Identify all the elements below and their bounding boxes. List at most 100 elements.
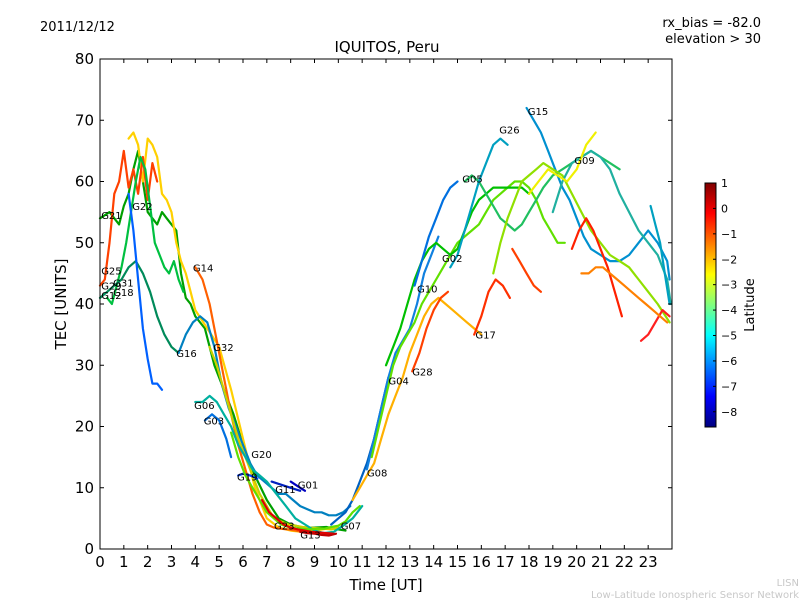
y-tick-label: 30	[75, 356, 94, 374]
series-line-g17	[473, 278, 511, 336]
colorbar-label: Latitude	[743, 278, 758, 332]
date-label: 2011/12/12	[40, 20, 115, 35]
satellite-label-g04: G04	[388, 377, 408, 388]
series-line-g11	[270, 480, 302, 492]
satellite-label-g25: G25	[101, 266, 121, 277]
x-tick-label: 18	[519, 553, 538, 571]
x-tick-label: 19	[543, 553, 562, 571]
colorbar	[704, 182, 717, 428]
series-line-g01	[289, 480, 307, 492]
x-tick-label: 1	[119, 553, 129, 571]
x-tick-label: 23	[639, 553, 658, 571]
x-tick-label: 14	[424, 553, 443, 571]
x-tick-label: 12	[376, 553, 395, 571]
satellite-label-g26: G26	[499, 125, 519, 136]
y-tick-label: 60	[75, 173, 94, 191]
satellite-label-g14: G14	[193, 263, 213, 274]
satellite-label-g18: G18	[113, 288, 133, 299]
x-tick-label: 3	[167, 553, 177, 571]
series-line-g24	[649, 204, 671, 306]
x-tick-label: 22	[615, 553, 634, 571]
series-line-g26	[449, 137, 509, 269]
series-line-g17b	[527, 131, 597, 195]
x-tick-label: 20	[567, 553, 586, 571]
x-tick-label: 10	[329, 553, 348, 571]
x-axis-label: Time [UT]	[348, 576, 422, 594]
series-line-g06	[194, 394, 364, 535]
y-axis-label: TEC [UNITS]	[52, 259, 70, 351]
footer-lisn: LISN	[777, 578, 799, 589]
x-tick-label: 16	[472, 553, 491, 571]
series-line-g18	[511, 247, 543, 293]
series-line-g13	[299, 530, 338, 537]
x-tick-label: 0	[95, 553, 105, 571]
series-line-g08	[351, 296, 483, 502]
x-tick-label: 21	[591, 553, 610, 571]
satellite-label-g09: G09	[574, 156, 594, 167]
series-line-g12b	[580, 266, 669, 324]
series-line-g25	[98, 149, 159, 287]
y-axis-ticks: 0 10 20 30 40 50 60 70 80	[75, 50, 672, 558]
series-line-g22	[127, 131, 335, 534]
series-line-g12	[98, 260, 180, 355]
satellite-label-g11: G11	[275, 485, 295, 496]
series-line-g09	[551, 149, 672, 306]
satellite-label-g07: G07	[341, 522, 361, 533]
series-line-g07	[330, 376, 390, 526]
x-tick-label: 4	[191, 553, 201, 571]
x-axis-ticks: 0 1 2 3 4 5 6 7 8 9 10 11 12 13 14 15 16 17 18 19 20 21 22 23	[95, 59, 658, 571]
series-line-g26b	[492, 162, 671, 324]
satellite-label-g08: G08	[367, 468, 387, 479]
x-tick-label: 13	[400, 553, 419, 571]
series-line-g16	[177, 315, 352, 517]
x-tick-label: 8	[286, 553, 296, 571]
elevation-label: elevation > 30	[665, 32, 761, 47]
series-line-g27	[570, 217, 624, 318]
colorbar-tick-label: −6	[721, 355, 737, 368]
footer-network: Low-Latitude Ionospheric Sensor Network	[591, 590, 799, 600]
series-line-g10	[370, 180, 566, 459]
chart-title: IQUITOS, Peru	[334, 38, 439, 56]
colorbar-tick-label: −7	[721, 380, 737, 393]
series-line-g15	[525, 106, 671, 281]
series-line-g05	[413, 180, 459, 287]
series-lines	[98, 106, 672, 537]
satellite-label-g31: G31	[113, 279, 133, 290]
series-line-g02	[384, 186, 531, 367]
satellite-label-g05: G05	[462, 174, 482, 185]
colorbar-tick-label: −2	[721, 253, 737, 266]
y-tick-label: 80	[75, 50, 94, 68]
x-tick-label: 9	[310, 553, 320, 571]
series-line-g03	[203, 413, 233, 459]
satellite-label-g02: G02	[442, 254, 462, 265]
x-tick-label: 17	[496, 553, 515, 571]
x-tick-label: 7	[262, 553, 272, 571]
series-line-g19	[237, 472, 259, 480]
satellite-label-g16: G16	[176, 349, 196, 360]
colorbar-ticks: 1 0 −1 −2 −3 −4 −5 −6 −7 −8	[713, 177, 737, 419]
series-line-g23b	[639, 309, 671, 342]
x-tick-label: 2	[143, 553, 153, 571]
series-line-g02l	[127, 192, 164, 391]
satellite-label-g15: G15	[528, 107, 548, 118]
series-line-g28	[411, 290, 450, 373]
series-line-g21	[98, 149, 347, 532]
x-tick-label: 5	[214, 553, 224, 571]
series-line-g23	[261, 498, 335, 535]
x-tick-label: 15	[448, 553, 467, 571]
satellite-label-g23: G23	[274, 522, 294, 533]
rx-bias-label: rx_bias = -82.0	[662, 16, 761, 31]
satellite-label-g03: G03	[204, 416, 224, 427]
colorbar-tick-label: −4	[721, 304, 737, 317]
y-tick-label: 10	[75, 479, 94, 497]
y-tick-label: 50	[75, 234, 94, 252]
satellite-label-g21: G21	[101, 211, 121, 222]
satellite-label-g13: G13	[300, 530, 320, 541]
colorbar-tick-label: −8	[721, 406, 737, 419]
colorbar-tick-label: −5	[721, 330, 737, 343]
satellite-label-g20: G20	[251, 450, 271, 461]
satellite-label-g17: G17	[475, 331, 495, 342]
satellite-label-g12: G12	[101, 291, 121, 302]
